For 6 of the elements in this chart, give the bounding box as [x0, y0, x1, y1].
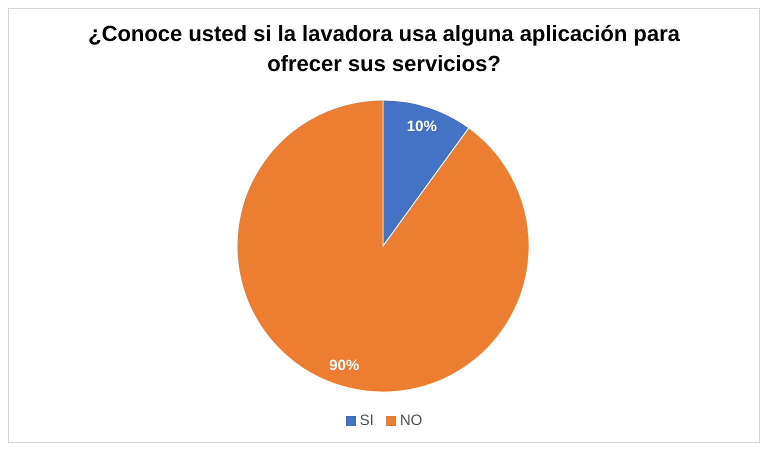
chart-title: ¿Conoce usted si la lavadora usa alguna aplicación para ofrecer sus servicios?	[87, 20, 681, 78]
data-label: 10%	[406, 118, 437, 136]
legend-label: SI	[360, 412, 374, 429]
data-label: 90%	[329, 356, 360, 374]
pie-slice	[236, 100, 530, 392]
legend-label: NO	[400, 412, 422, 429]
